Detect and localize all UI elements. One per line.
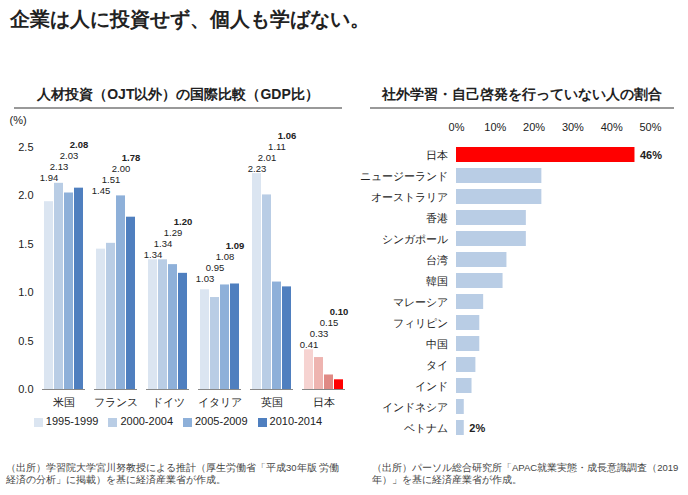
svg-text:0.0: 0.0 [18, 383, 33, 395]
svg-text:1.78: 1.78 [122, 152, 141, 163]
svg-text:2.08: 2.08 [70, 139, 89, 150]
svg-text:0.15: 0.15 [320, 317, 339, 328]
html-text:企業は人に投資せず、個人も学ばない。: 企業は人に投資せず、個人も学ばない。 [10, 8, 370, 30]
svg-text:1.11: 1.11 [268, 141, 286, 152]
svg-text:2.5: 2.5 [18, 141, 33, 153]
svg-text:10%: 10% [484, 121, 506, 133]
svg-text:2.00: 2.00 [112, 163, 131, 174]
svg-text:1.51: 1.51 [102, 174, 121, 185]
svg-text:50%: 50% [639, 121, 661, 133]
svg-text:30%: 30% [562, 121, 584, 133]
svg-text:日本: 日本 [426, 149, 448, 161]
svg-text:(%): (%) [10, 114, 27, 126]
svg-text:1.03: 1.03 [196, 273, 215, 284]
html-text:2005-2009: 2005-2009 [195, 415, 248, 427]
html-text:2000-2004: 2000-2004 [120, 415, 173, 427]
svg-text:20%: 20% [523, 121, 545, 133]
html-text:人材投資（OJT以外）の国際比較（GDP比）: 人材投資（OJT以外）の国際比較（GDP比） [37, 86, 319, 102]
svg-text:香港: 香港 [426, 212, 448, 224]
svg-text:2.23: 2.23 [248, 163, 267, 174]
svg-text:マレーシア: マレーシア [393, 296, 448, 308]
svg-text:0.5: 0.5 [18, 335, 33, 347]
svg-text:オーストラリア: オーストラリア [371, 191, 448, 203]
html-text:2010-2014: 2010-2014 [269, 415, 323, 427]
svg-text:0.41: 0.41 [300, 339, 319, 350]
svg-text:2.13: 2.13 [50, 161, 69, 172]
svg-text:2.01: 2.01 [258, 152, 277, 163]
svg-text:ベトナム: ベトナム [404, 422, 448, 434]
svg-text:2.0: 2.0 [18, 189, 33, 201]
svg-text:1.06: 1.06 [278, 130, 297, 141]
svg-text:2.03: 2.03 [60, 150, 79, 161]
svg-text:0.10: 0.10 [330, 306, 349, 317]
svg-text:1.20: 1.20 [174, 216, 193, 227]
svg-text:ドイツ: ドイツ [152, 396, 185, 408]
svg-text:シンガポール: シンガポール [382, 233, 448, 245]
svg-text:イタリア: イタリア [198, 396, 242, 408]
svg-text:0.95: 0.95 [206, 262, 225, 273]
svg-text:フィリピン: フィリピン [393, 317, 448, 329]
svg-text:1.94: 1.94 [40, 172, 59, 183]
svg-text:1.0: 1.0 [18, 286, 33, 298]
svg-text:1.5: 1.5 [18, 238, 33, 250]
html-text:社外学習・自己啓発を行っていない人の割合: 社外学習・自己啓発を行っていない人の割合 [382, 86, 662, 102]
html-text:（出所）学習院大学宮川努教授による推計（厚生労働省「平成30: （出所）学習院大学宮川努教授による推計（厚生労働省「平成30年版 労働経済の分析… [6, 462, 340, 486]
svg-text:1.08: 1.08 [216, 251, 235, 262]
svg-text:1.29: 1.29 [164, 227, 183, 238]
svg-text:タイ: タイ [426, 359, 448, 371]
svg-text:英国: 英国 [261, 396, 283, 408]
svg-text:ニュージーランド: ニュージーランド [360, 170, 448, 182]
svg-text:台湾: 台湾 [426, 254, 448, 266]
svg-text:1.45: 1.45 [92, 185, 111, 196]
html-text:1995-1999: 1995-1999 [45, 415, 99, 427]
svg-text:0%: 0% [449, 121, 465, 133]
svg-text:1.34: 1.34 [154, 238, 173, 249]
svg-text:インドネシア: インドネシア [382, 401, 448, 413]
svg-text:インド: インド [415, 380, 448, 392]
svg-text:2%: 2% [469, 422, 485, 434]
svg-text:0.33: 0.33 [310, 328, 329, 339]
svg-text:1.09: 1.09 [226, 240, 245, 251]
svg-text:韓国: 韓国 [426, 275, 448, 287]
html-text:（出所）パーソル総合研究所「APAC就業実態・成長意識調査（: （出所）パーソル総合研究所「APAC就業実態・成長意識調査（2019年）」を基に… [372, 462, 679, 486]
svg-text:40%: 40% [601, 121, 623, 133]
svg-text:フランス: フランス [94, 396, 138, 408]
svg-text:中国: 中国 [426, 338, 448, 350]
svg-text:米国: 米国 [53, 396, 75, 408]
svg-text:46%: 46% [640, 149, 662, 161]
svg-text:日本: 日本 [313, 396, 335, 408]
svg-text:1.34: 1.34 [144, 249, 163, 260]
